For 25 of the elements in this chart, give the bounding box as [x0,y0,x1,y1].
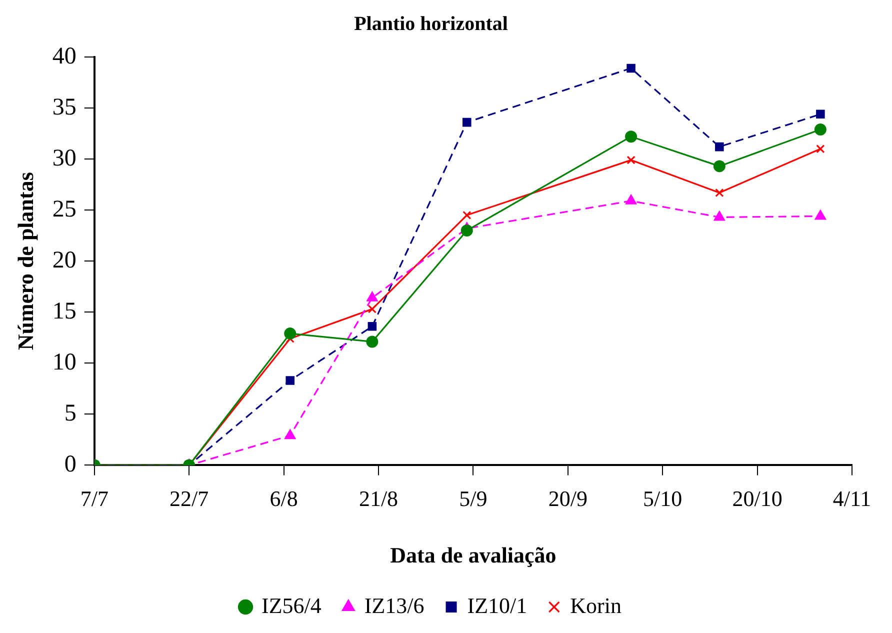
x-tick-label: 20/9 [548,486,588,512]
x-tick-label: 20/10 [732,486,782,512]
x-tick-label: 5/10 [643,486,682,512]
y-tick-label: 30 [52,145,76,172]
y-tick-label: 20 [52,247,76,274]
legend-label: Korin [570,592,622,618]
x-tick-label: 22/7 [170,486,209,512]
y-tick-label: 40 [52,43,76,70]
y-tick-label: 5 [64,400,76,426]
y-tick-label: 0 [64,451,76,478]
x-tick-label: 6/8 [270,486,298,512]
legend-label: IZ56/4 [262,592,322,618]
legend-label: IZ10/1 [467,592,528,618]
legend-label: IZ13/6 [364,592,424,618]
y-tick-label: 15 [52,298,76,324]
y-tick-label: 25 [52,196,76,222]
x-tick-label: 5/9 [459,486,488,512]
x-tick-label: 4/11 [832,486,872,512]
y-axis-title: Número de plantas [12,172,38,350]
y-tick-label: 10 [52,349,76,376]
chart-title: Plantio horizontal [354,13,508,36]
x-tick-label: 7/7 [80,486,108,512]
x-tick-label: 21/8 [358,486,398,512]
x-axis-title: Data de avaliação [390,542,556,568]
y-tick-label: 35 [52,94,76,120]
